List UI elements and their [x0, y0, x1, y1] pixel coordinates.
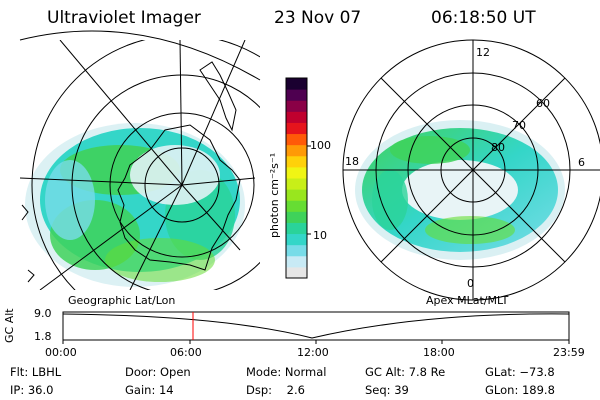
status-glon: GLon: 189.8 — [485, 383, 555, 397]
mlt-label-6: 6 — [578, 156, 585, 169]
altitude-axis-label: GC Alt — [3, 308, 16, 343]
left-coastline — [117, 124, 241, 271]
status-gc-alt: GC Alt: 7.8 Re — [365, 365, 446, 379]
time-tick-1200: 12:00 — [297, 346, 329, 359]
colorbar-segment — [286, 111, 307, 123]
status-filter: Flt: LBHL — [10, 365, 62, 379]
altitude-plot — [62, 311, 570, 344]
colorbar-segment — [286, 211, 307, 223]
colorbar-segment — [286, 189, 307, 201]
status-glat: GLat: −73.8 — [485, 365, 555, 379]
time-label: 06:18:50 UT — [431, 8, 536, 28]
altitude-tick-max: 9.0 — [34, 307, 52, 320]
colorbar-segment — [286, 78, 307, 90]
colorbar-segment — [286, 200, 307, 212]
right-polar-map — [342, 39, 600, 301]
mlat-label-60: 60 — [536, 97, 550, 110]
colorbar — [285, 77, 311, 279]
colorbar-segment — [286, 122, 307, 135]
colorbar-segment — [286, 233, 307, 246]
right-projection-label: Apex MLat/MLT — [426, 294, 509, 307]
altitude-curve — [62, 313, 570, 339]
time-tick-1800: 18:00 — [423, 346, 455, 359]
time-tick-0600: 06:00 — [170, 346, 202, 359]
left-projection-label: Geographic Lat/Lon — [68, 294, 176, 307]
colorbar-segment — [286, 144, 307, 157]
colorbar-unit-label: photon cm⁻²s⁻¹ — [268, 152, 281, 238]
colorbar-tick-100: 100 — [310, 139, 331, 152]
status-gain: Gain: 14 — [125, 383, 174, 397]
colorbar-segment — [286, 244, 307, 257]
colorbar-frame — [285, 77, 308, 279]
mlt-label-18: 18 — [345, 155, 359, 168]
colorbar-segment — [286, 133, 307, 146]
colorbar-segment — [286, 222, 307, 235]
status-mode: Mode: Normal — [246, 365, 327, 379]
instrument-title: Ultraviolet Imager — [47, 8, 201, 28]
mlt-label-0: 0 — [467, 277, 474, 290]
colorbar-segment — [286, 255, 307, 268]
left-geographic-map — [20, 40, 260, 290]
status-dsp: Dsp: 2.6 — [246, 383, 305, 397]
colorbar-segment — [286, 155, 307, 168]
status-seq: Seq: 39 — [365, 383, 409, 397]
colorbar-segment — [286, 266, 307, 279]
colorbar-segment — [286, 100, 307, 112]
colorbar-segment — [286, 89, 307, 101]
colorbar-segment — [286, 178, 307, 190]
mlat-label-80: 80 — [491, 141, 505, 154]
mlt-label-12: 12 — [476, 46, 490, 59]
altitude-tick-min: 1.8 — [34, 330, 52, 343]
status-ip: IP: 36.0 — [10, 383, 54, 397]
colorbar-segment — [286, 166, 307, 179]
time-tick-0000: 00:00 — [45, 346, 77, 359]
mlat-label-70: 70 — [512, 119, 526, 132]
time-tick-2359: 23:59 — [553, 346, 585, 359]
status-door: Door: Open — [125, 365, 191, 379]
date-label: 23 Nov 07 — [274, 8, 362, 28]
colorbar-tick-10: 10 — [313, 229, 327, 242]
